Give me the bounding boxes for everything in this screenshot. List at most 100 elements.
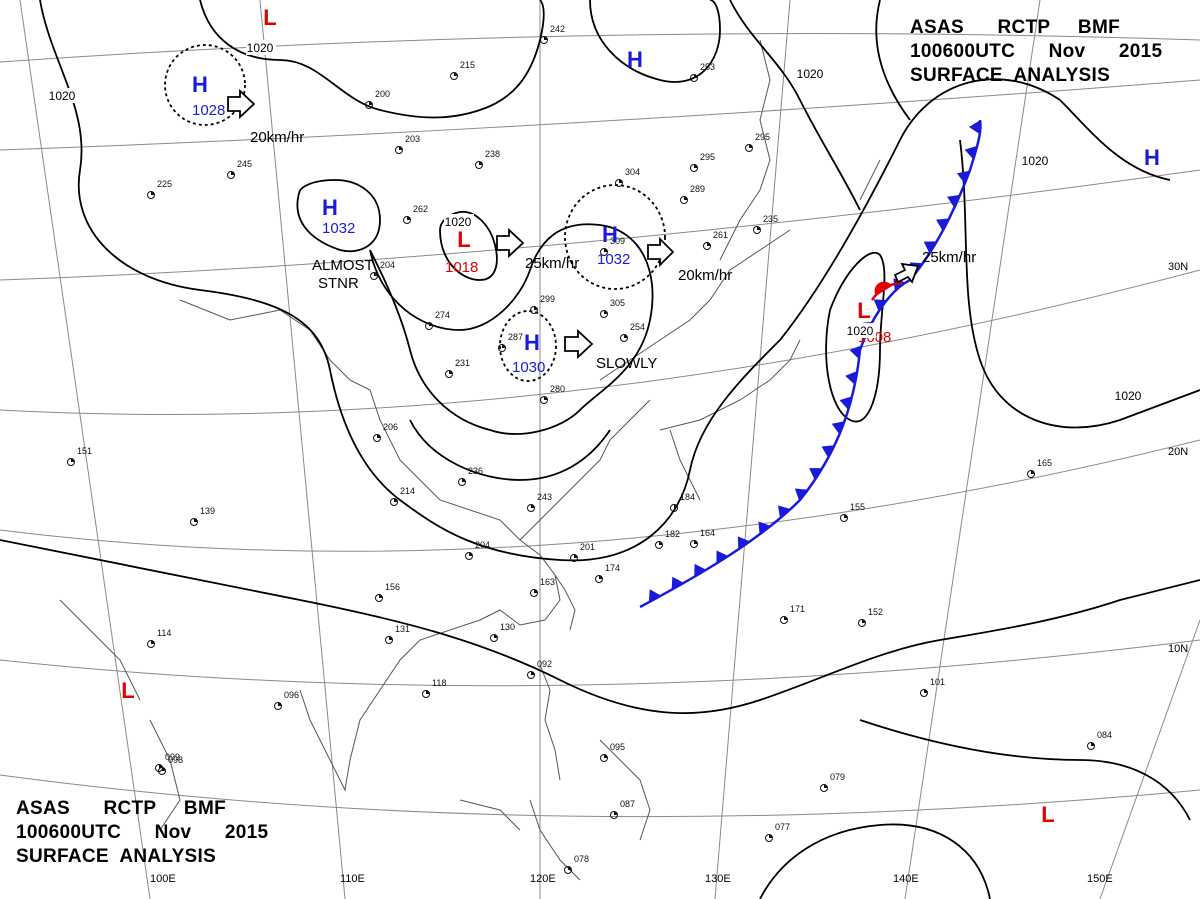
- station-pressure-value: 238: [485, 149, 500, 159]
- high-pressure-symbol: H: [192, 72, 208, 97]
- station-pressure-value: 079: [830, 772, 845, 782]
- station-pressure-value: 215: [460, 60, 475, 70]
- motion-label: 20km/hr: [678, 267, 732, 284]
- station-pressure-value: 184: [680, 492, 695, 502]
- station-plot: 242: [540, 24, 565, 44]
- station-plot: 152: [858, 607, 883, 627]
- isobar-label: 1020: [49, 89, 76, 103]
- station-pressure-value: 245: [237, 159, 252, 169]
- station-plot: 079: [820, 772, 845, 792]
- station-pressure-value: 174: [605, 563, 620, 573]
- station-pressure-value: 165: [1037, 458, 1052, 468]
- station-plot: 182: [655, 529, 680, 549]
- station-pressure-value: 092: [537, 659, 552, 669]
- high-pressure-symbol: H: [322, 195, 338, 220]
- header-top-line2: 100600UTC Nov 2015: [910, 41, 1163, 62]
- pressure-value: 1028: [192, 102, 225, 119]
- station-plot: 236: [458, 466, 483, 486]
- latitude-label: 30N: [1168, 261, 1188, 273]
- station-plots: 2422152002032382622042742312062362142042…: [67, 24, 1112, 874]
- station-pressure-value: 274: [435, 310, 450, 320]
- isobar-label: 1020: [797, 67, 824, 81]
- station-pressure-value: 078: [574, 854, 589, 864]
- station-plot: 304: [615, 167, 640, 187]
- station-plot: 095: [600, 742, 625, 762]
- station-pressure-value: 163: [540, 577, 555, 587]
- station-pressure-value: 204: [475, 540, 490, 550]
- station-plot: 214: [390, 486, 415, 506]
- station-pressure-value: 295: [700, 152, 715, 162]
- station-plot: 087: [610, 799, 635, 819]
- coastlines: [59, 39, 881, 881]
- isobar-label: 1020: [1022, 154, 1049, 168]
- station-pressure-value: 253: [700, 62, 715, 72]
- pressure-value: 1018: [445, 259, 478, 276]
- station-plot: 084: [1087, 730, 1112, 750]
- station-pressure-value: 200: [375, 89, 390, 99]
- high-pressure-symbol: H: [1144, 145, 1160, 170]
- low-pressure-symbol: L: [457, 227, 470, 252]
- station-plot: 254: [620, 322, 645, 342]
- motion-labels: 20km/hr 25km/hr 20km/hr SLOWLY 25km/hr ALMOST…: [250, 129, 976, 372]
- header-bottom-line3: SURFACE ANALYSIS: [16, 846, 217, 867]
- station-pressure-value: 084: [1097, 730, 1112, 740]
- dotted-isobars: [164, 44, 666, 382]
- cold-front-triangles: [648, 120, 981, 603]
- longitude-label: 110E: [340, 873, 365, 885]
- station-pressure-value: 236: [468, 466, 483, 476]
- station-plot: 200: [365, 89, 390, 109]
- station-pressure-value: 295: [755, 132, 770, 142]
- station-pressure-value: 242: [550, 24, 565, 34]
- header-bottom-line1: ASAS RCTP BMF: [16, 798, 226, 819]
- warm-front-semicircle: [874, 281, 892, 296]
- station-pressure-value: 095: [610, 742, 625, 752]
- pressure-value: 1032: [322, 220, 355, 237]
- station-pressure-value: 280: [550, 384, 565, 394]
- station-pressure-value: 131: [395, 624, 410, 634]
- station-pressure-value: 156: [385, 582, 400, 592]
- low-pressure-symbol: L: [263, 5, 276, 30]
- isobar-labels: 1020 1020 1020 1020 1020 1020 1020: [48, 40, 1144, 403]
- station-pressure-value: 171: [790, 604, 805, 614]
- station-plot: 204: [370, 260, 395, 280]
- motion-label: 20km/hr: [250, 129, 304, 146]
- station-plot: 078: [564, 854, 589, 874]
- station-pressure-value: 152: [868, 607, 883, 617]
- station-plot: 077: [765, 822, 790, 842]
- station-pressure-value: 287: [508, 332, 523, 342]
- station-plot: 309: [600, 236, 625, 256]
- station-plot: 287: [498, 332, 523, 352]
- station-plot: 156: [375, 582, 400, 602]
- longitude-label: 150E: [1087, 873, 1113, 885]
- station-plot: 280: [540, 384, 565, 404]
- longitude-label: 130E: [705, 873, 731, 885]
- station-pressure-value: 203: [405, 134, 420, 144]
- station-plot: 274: [425, 310, 450, 330]
- station-plot: 184: [670, 492, 695, 512]
- motion-label: SLOWLY: [596, 355, 657, 372]
- station-plot: 289: [680, 184, 705, 204]
- high-pressure-symbol: H: [524, 330, 540, 355]
- pressure-value: 1030: [512, 359, 545, 376]
- station-plot: 305: [600, 298, 625, 318]
- header-top-line3: SURFACE ANALYSIS: [910, 65, 1111, 86]
- station-plot: 155: [840, 502, 865, 522]
- station-plot: 253: [690, 62, 715, 82]
- station-plot: 231: [445, 358, 470, 378]
- station-pressure-value: 114: [157, 628, 171, 638]
- station-pressure-value: 304: [625, 167, 640, 177]
- longitude-label: 140E: [893, 873, 919, 885]
- station-plot: 131: [385, 624, 410, 644]
- header-top-line1: ASAS RCTP BMF: [910, 17, 1120, 38]
- stationary-note-line1: ALMOST: [312, 257, 374, 274]
- station-plot: 096: [274, 690, 299, 710]
- station-plot: 164: [690, 528, 715, 548]
- station-pressure-value: 151: [77, 446, 92, 456]
- station-pressure-value: 077: [775, 822, 790, 832]
- station-pressure-value: 201: [580, 542, 595, 552]
- graticule-latitudes: [0, 33, 1200, 818]
- station-plot: 204: [465, 540, 490, 560]
- station-plot: 114: [147, 628, 171, 648]
- station-pressure-value: 309: [610, 236, 625, 246]
